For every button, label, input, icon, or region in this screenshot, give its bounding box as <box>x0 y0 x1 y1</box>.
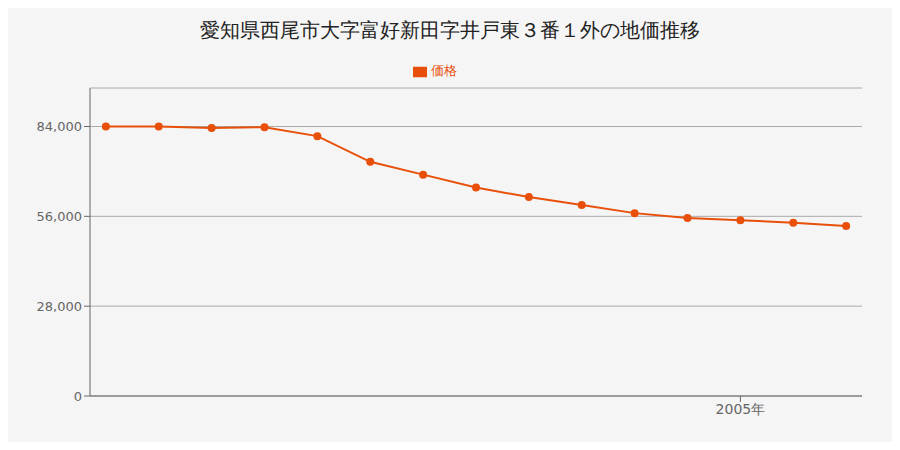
svg-text:28,000: 28,000 <box>37 299 83 314</box>
svg-text:56,000: 56,000 <box>37 209 83 224</box>
html-text:価格: 価格 <box>431 63 457 78</box>
svg-text:0: 0 <box>74 389 82 404</box>
svg-text:84,000: 84,000 <box>37 119 83 134</box>
svg-text:2005年: 2005年 <box>716 401 766 417</box>
html-text:愛知県西尾市大字富好新田字井戸東３番１外の地価推移: 愛知県西尾市大字富好新田字井戸東３番１外の地価推移 <box>200 17 700 42</box>
